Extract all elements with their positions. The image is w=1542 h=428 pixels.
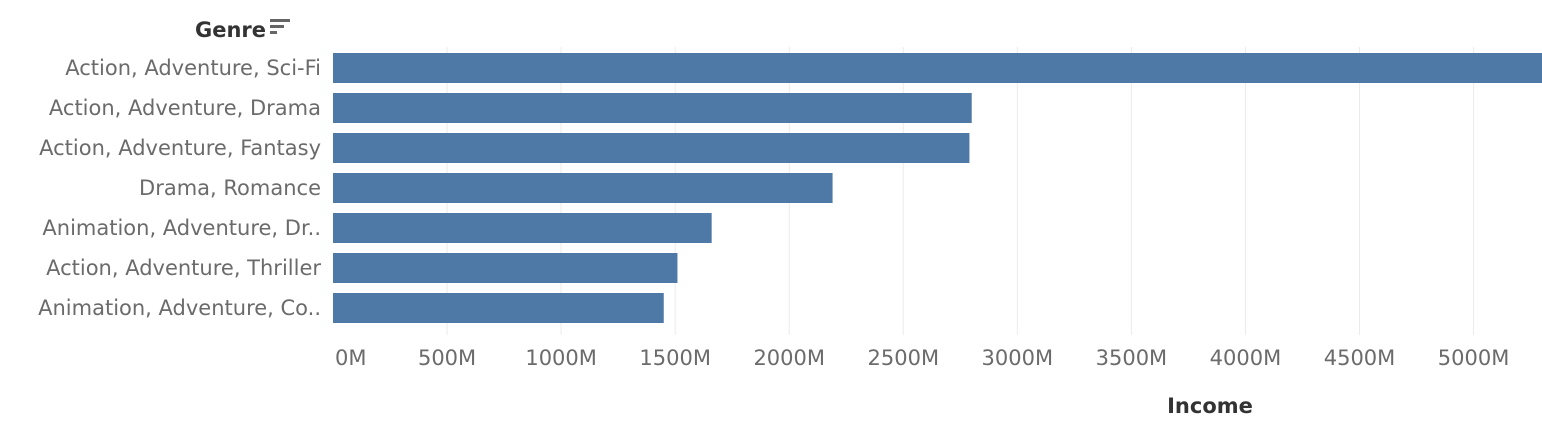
bar[interactable] bbox=[333, 213, 712, 243]
x-tick-label: 1000M bbox=[525, 346, 597, 370]
x-tick-label: 2000M bbox=[753, 346, 825, 370]
x-tick-label: 4000M bbox=[1210, 346, 1282, 370]
bar[interactable] bbox=[333, 293, 664, 323]
bar[interactable] bbox=[333, 53, 1542, 83]
category-label: Action, Adventure, Drama bbox=[49, 96, 321, 120]
x-tick-label: 500M bbox=[418, 346, 476, 370]
x-tick-labels: 0M 500M 1000M 1500M 2000M 2500M 3000M 3500M 4000… bbox=[335, 346, 1509, 370]
bar[interactable] bbox=[333, 93, 972, 123]
category-label: Animation, Adventure, Co.. bbox=[38, 296, 321, 320]
category-label: Action, Adventure, Fantasy bbox=[39, 136, 321, 160]
bar[interactable] bbox=[333, 173, 833, 203]
category-label: Drama, Romance bbox=[139, 176, 321, 200]
x-tick-label: 4500M bbox=[1324, 346, 1396, 370]
x-tick-label: 5000M bbox=[1438, 346, 1510, 370]
category-label: Animation, Adventure, Dr.. bbox=[42, 216, 321, 240]
category-labels: Action, Adventure, Sci-Fi Action, Adventu… bbox=[38, 56, 321, 320]
category-label: Action, Adventure, Thriller bbox=[46, 256, 321, 280]
category-label: Action, Adventure, Sci-Fi bbox=[65, 56, 321, 80]
bar[interactable] bbox=[333, 133, 970, 163]
x-tick-label: 3000M bbox=[982, 346, 1054, 370]
x-tick-label: 0M bbox=[335, 346, 366, 370]
bar[interactable] bbox=[333, 253, 678, 283]
bars bbox=[333, 53, 1542, 323]
sort-descending-icon[interactable] bbox=[270, 19, 290, 34]
x-tick-label: 3500M bbox=[1096, 346, 1168, 370]
y-axis-title: Genre bbox=[195, 18, 266, 42]
x-axis-title: Income bbox=[1167, 394, 1253, 418]
x-tick-label: 1500M bbox=[639, 346, 711, 370]
x-tick-label: 2500M bbox=[868, 346, 940, 370]
